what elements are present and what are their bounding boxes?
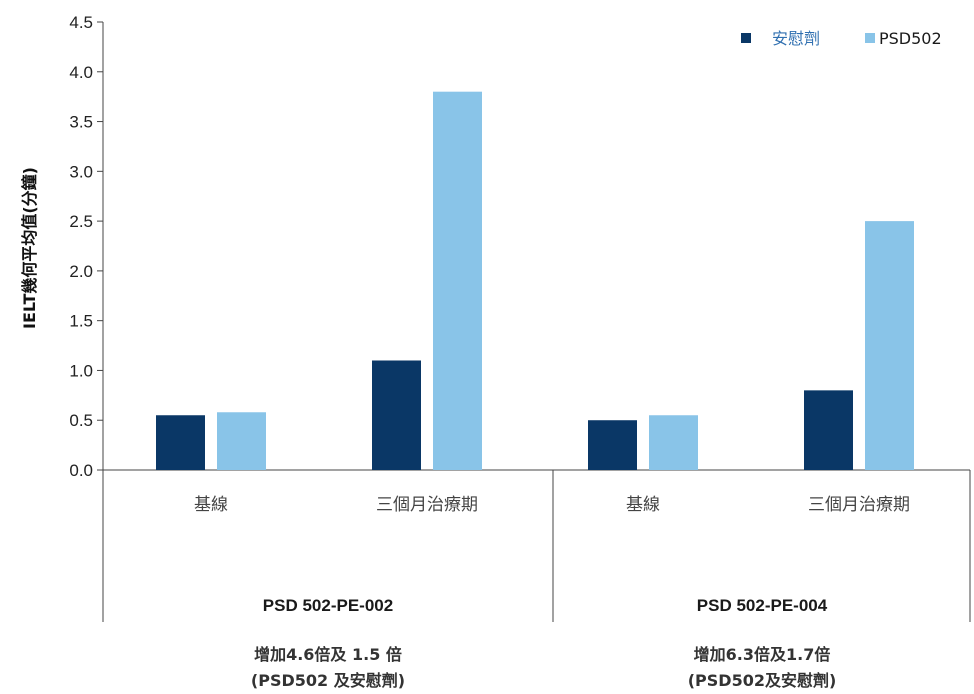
group-labels: PSD 502-PE-002 增加4.6倍及 1.5 倍 (PSD502 及安慰劑)…	[251, 596, 836, 690]
category-label: 基線	[626, 495, 660, 515]
y-tick-label: 4.5	[69, 13, 93, 32]
category-label: 基線	[194, 495, 228, 515]
y-tick-label: 3.5	[69, 113, 93, 132]
group-note-line2: (PSD502及安慰劑)	[688, 671, 837, 690]
legend-label-placebo: 安慰劑	[772, 29, 820, 48]
group-note-line1: 增加6.3倍及1.7倍	[694, 645, 831, 664]
category-label: 三個月治療期	[376, 495, 478, 515]
legend-swatch-placebo	[741, 33, 751, 43]
group-study-label: PSD 502-PE-004	[697, 596, 828, 615]
group-note-line1: 增加4.6倍及 1.5 倍	[254, 645, 402, 664]
axes	[102, 22, 971, 622]
bar-placebo-3	[804, 390, 853, 470]
category-labels: 基線 三個月治療期 基線 三個月治療期	[194, 495, 910, 515]
y-axis-ticks: 0.0 0.5 1.0 1.5 2.0 2.5 3.0 3.5 4.0 4.5	[69, 13, 103, 480]
group-study-label: PSD 502-PE-002	[263, 596, 393, 615]
y-tick-label: 1.5	[69, 312, 93, 331]
y-axis-label: IELT幾何平均值(分鐘)	[20, 167, 39, 329]
y-tick-label: 1.0	[69, 361, 93, 380]
y-tick-label: 2.0	[69, 262, 93, 281]
y-tick-label: 3.0	[69, 162, 93, 181]
bar-psd502-2	[649, 415, 698, 470]
y-tick-label: 0.0	[69, 461, 93, 480]
category-label: 三個月治療期	[808, 495, 910, 515]
bar-psd502-0	[217, 412, 266, 470]
bar-placebo-1	[372, 360, 421, 470]
legend: 安慰劑 PSD502	[741, 29, 942, 48]
bar-psd502-3	[865, 221, 914, 470]
bars	[156, 91, 914, 470]
y-tick-label: 0.5	[69, 411, 93, 430]
legend-label-psd502: PSD502	[879, 29, 942, 48]
bar-psd502-1	[433, 91, 482, 470]
bar-placebo-0	[156, 415, 205, 470]
y-tick-label: 2.5	[69, 212, 93, 231]
bar-placebo-2	[588, 420, 637, 470]
y-tick-label: 4.0	[69, 63, 93, 82]
legend-swatch-psd502	[865, 33, 875, 43]
group-note-line2: (PSD502 及安慰劑)	[251, 671, 405, 690]
